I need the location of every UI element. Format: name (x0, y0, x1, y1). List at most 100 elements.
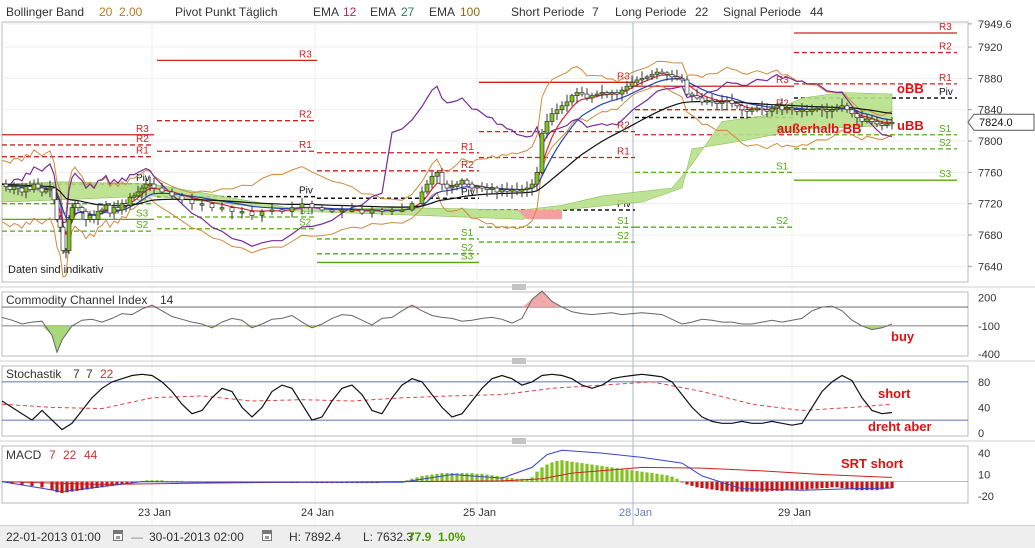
macd-histogram-bar (755, 481, 759, 492)
macd-histogram-bar (715, 481, 719, 491)
stoch-d-line (1, 381, 893, 412)
price-tick-label: 7720 (978, 199, 1002, 211)
macd-histogram-bar (10, 481, 14, 484)
candle-body (434, 172, 440, 177)
macd-histogram-bar (885, 481, 889, 489)
candle-body (229, 207, 235, 212)
macd-histogram-bar (760, 481, 764, 492)
macd-histogram-bar (745, 481, 749, 492)
stoch-p3: 22 (100, 367, 114, 381)
macd-histogram-bar (470, 473, 474, 482)
macd-histogram-bar (450, 473, 454, 482)
legend-ema2-value: 27 (401, 5, 415, 19)
candle-body (614, 92, 620, 95)
last-price-label: 7824.0 (979, 117, 1013, 129)
candle-body (759, 107, 765, 111)
candle-body (529, 183, 535, 189)
cci-param: 14 (160, 293, 174, 307)
macd-histogram-bar (795, 481, 799, 491)
stoch-title: Stochastik (6, 367, 62, 381)
candle-body (864, 118, 870, 122)
macd-signal-line (1, 466, 893, 486)
candle-body (143, 183, 149, 189)
candle-body (439, 172, 445, 185)
pivot-label: R3 (617, 71, 630, 82)
pivot-label: R1 (617, 146, 630, 157)
candle-body (35, 183, 41, 189)
candle-body (679, 78, 685, 81)
macd-histogram-bar (720, 481, 724, 491)
macd-histogram-bar (660, 474, 664, 482)
legend-bollinger-p1: 20 (99, 5, 113, 19)
pivot-label: R2 (617, 121, 630, 132)
macd-histogram-bar (590, 464, 594, 482)
candle-body (574, 92, 580, 96)
macd-histogram-bar (575, 462, 579, 482)
footer-low: L: 7632.3 (363, 530, 414, 544)
bollinger-lower (1, 84, 893, 278)
macd-histogram-bar (55, 481, 59, 493)
candle-body (379, 209, 385, 212)
candle-body (699, 97, 705, 103)
macd-histogram-bar (770, 481, 774, 491)
pivot-label: S3 (136, 208, 149, 219)
macd-histogram-bar (630, 470, 634, 482)
macd-histogram-bar (125, 481, 129, 484)
macd-histogram-bar (145, 480, 149, 482)
candle-body (769, 107, 775, 112)
candle-body (779, 105, 785, 111)
macd-histogram-bar (685, 481, 689, 485)
candle-body (724, 99, 730, 103)
candle-body (549, 113, 555, 122)
candle-body (519, 189, 525, 192)
macd-histogram-bar (840, 481, 844, 489)
legend-bollinger-p2: 2.00 (119, 5, 143, 19)
x-tick-label: 23 Jan (138, 507, 171, 519)
macd-histogram-bar (820, 481, 824, 489)
macd-histogram-bar (60, 481, 64, 494)
candle-body (749, 109, 755, 112)
x-tick-label: 28 Jan (619, 507, 652, 519)
candle-body (7, 186, 13, 190)
macd-title: MACD (6, 448, 42, 462)
calendar-icon[interactable] (113, 530, 123, 541)
macd-histogram-bar (650, 473, 654, 482)
macd-histogram-bar (510, 478, 514, 482)
candle-body (123, 203, 129, 206)
candle-body (569, 95, 575, 103)
cci-tick-label: -400 (978, 349, 1000, 361)
ema-100-line (1, 100, 893, 208)
candle-body (744, 109, 750, 112)
candle-body (514, 189, 520, 192)
candle-body (479, 186, 485, 189)
candle-body (11, 186, 17, 190)
candle-body (694, 95, 700, 99)
macd-histogram-bar (845, 481, 849, 489)
legend-ema2-label: EMA (370, 5, 396, 19)
stoch-annotation-dreht: dreht aber (868, 419, 932, 434)
macd-histogram-bar (525, 478, 529, 482)
candle-body (60, 226, 66, 252)
candle-body (329, 209, 335, 212)
footer-change-pct: 1.0% (438, 530, 466, 544)
candle-body (774, 105, 780, 109)
candle-body (554, 109, 560, 114)
annotation-obb: oBB (897, 81, 924, 96)
macd-histogram-bar (860, 481, 864, 491)
calendar-icon[interactable] (262, 530, 272, 541)
price-tick-label: 7800 (978, 136, 1002, 148)
last-price-marker (967, 113, 1035, 131)
candle-body (544, 121, 550, 134)
indicative-note: Daten sind indikativ (8, 264, 104, 276)
pivot-label: R2 (461, 160, 474, 171)
candle-body (91, 215, 97, 220)
cci-line (1, 290, 893, 354)
cci-tick-label: -100 (978, 321, 1000, 333)
cloud-red-segment (517, 210, 562, 220)
macd-frame (1, 445, 969, 504)
pivot-label: S3 (461, 251, 474, 262)
stoch-annotation-short: short (878, 386, 911, 401)
candle-body (389, 209, 395, 212)
candle-body (54, 199, 60, 220)
candle-body (629, 81, 635, 87)
